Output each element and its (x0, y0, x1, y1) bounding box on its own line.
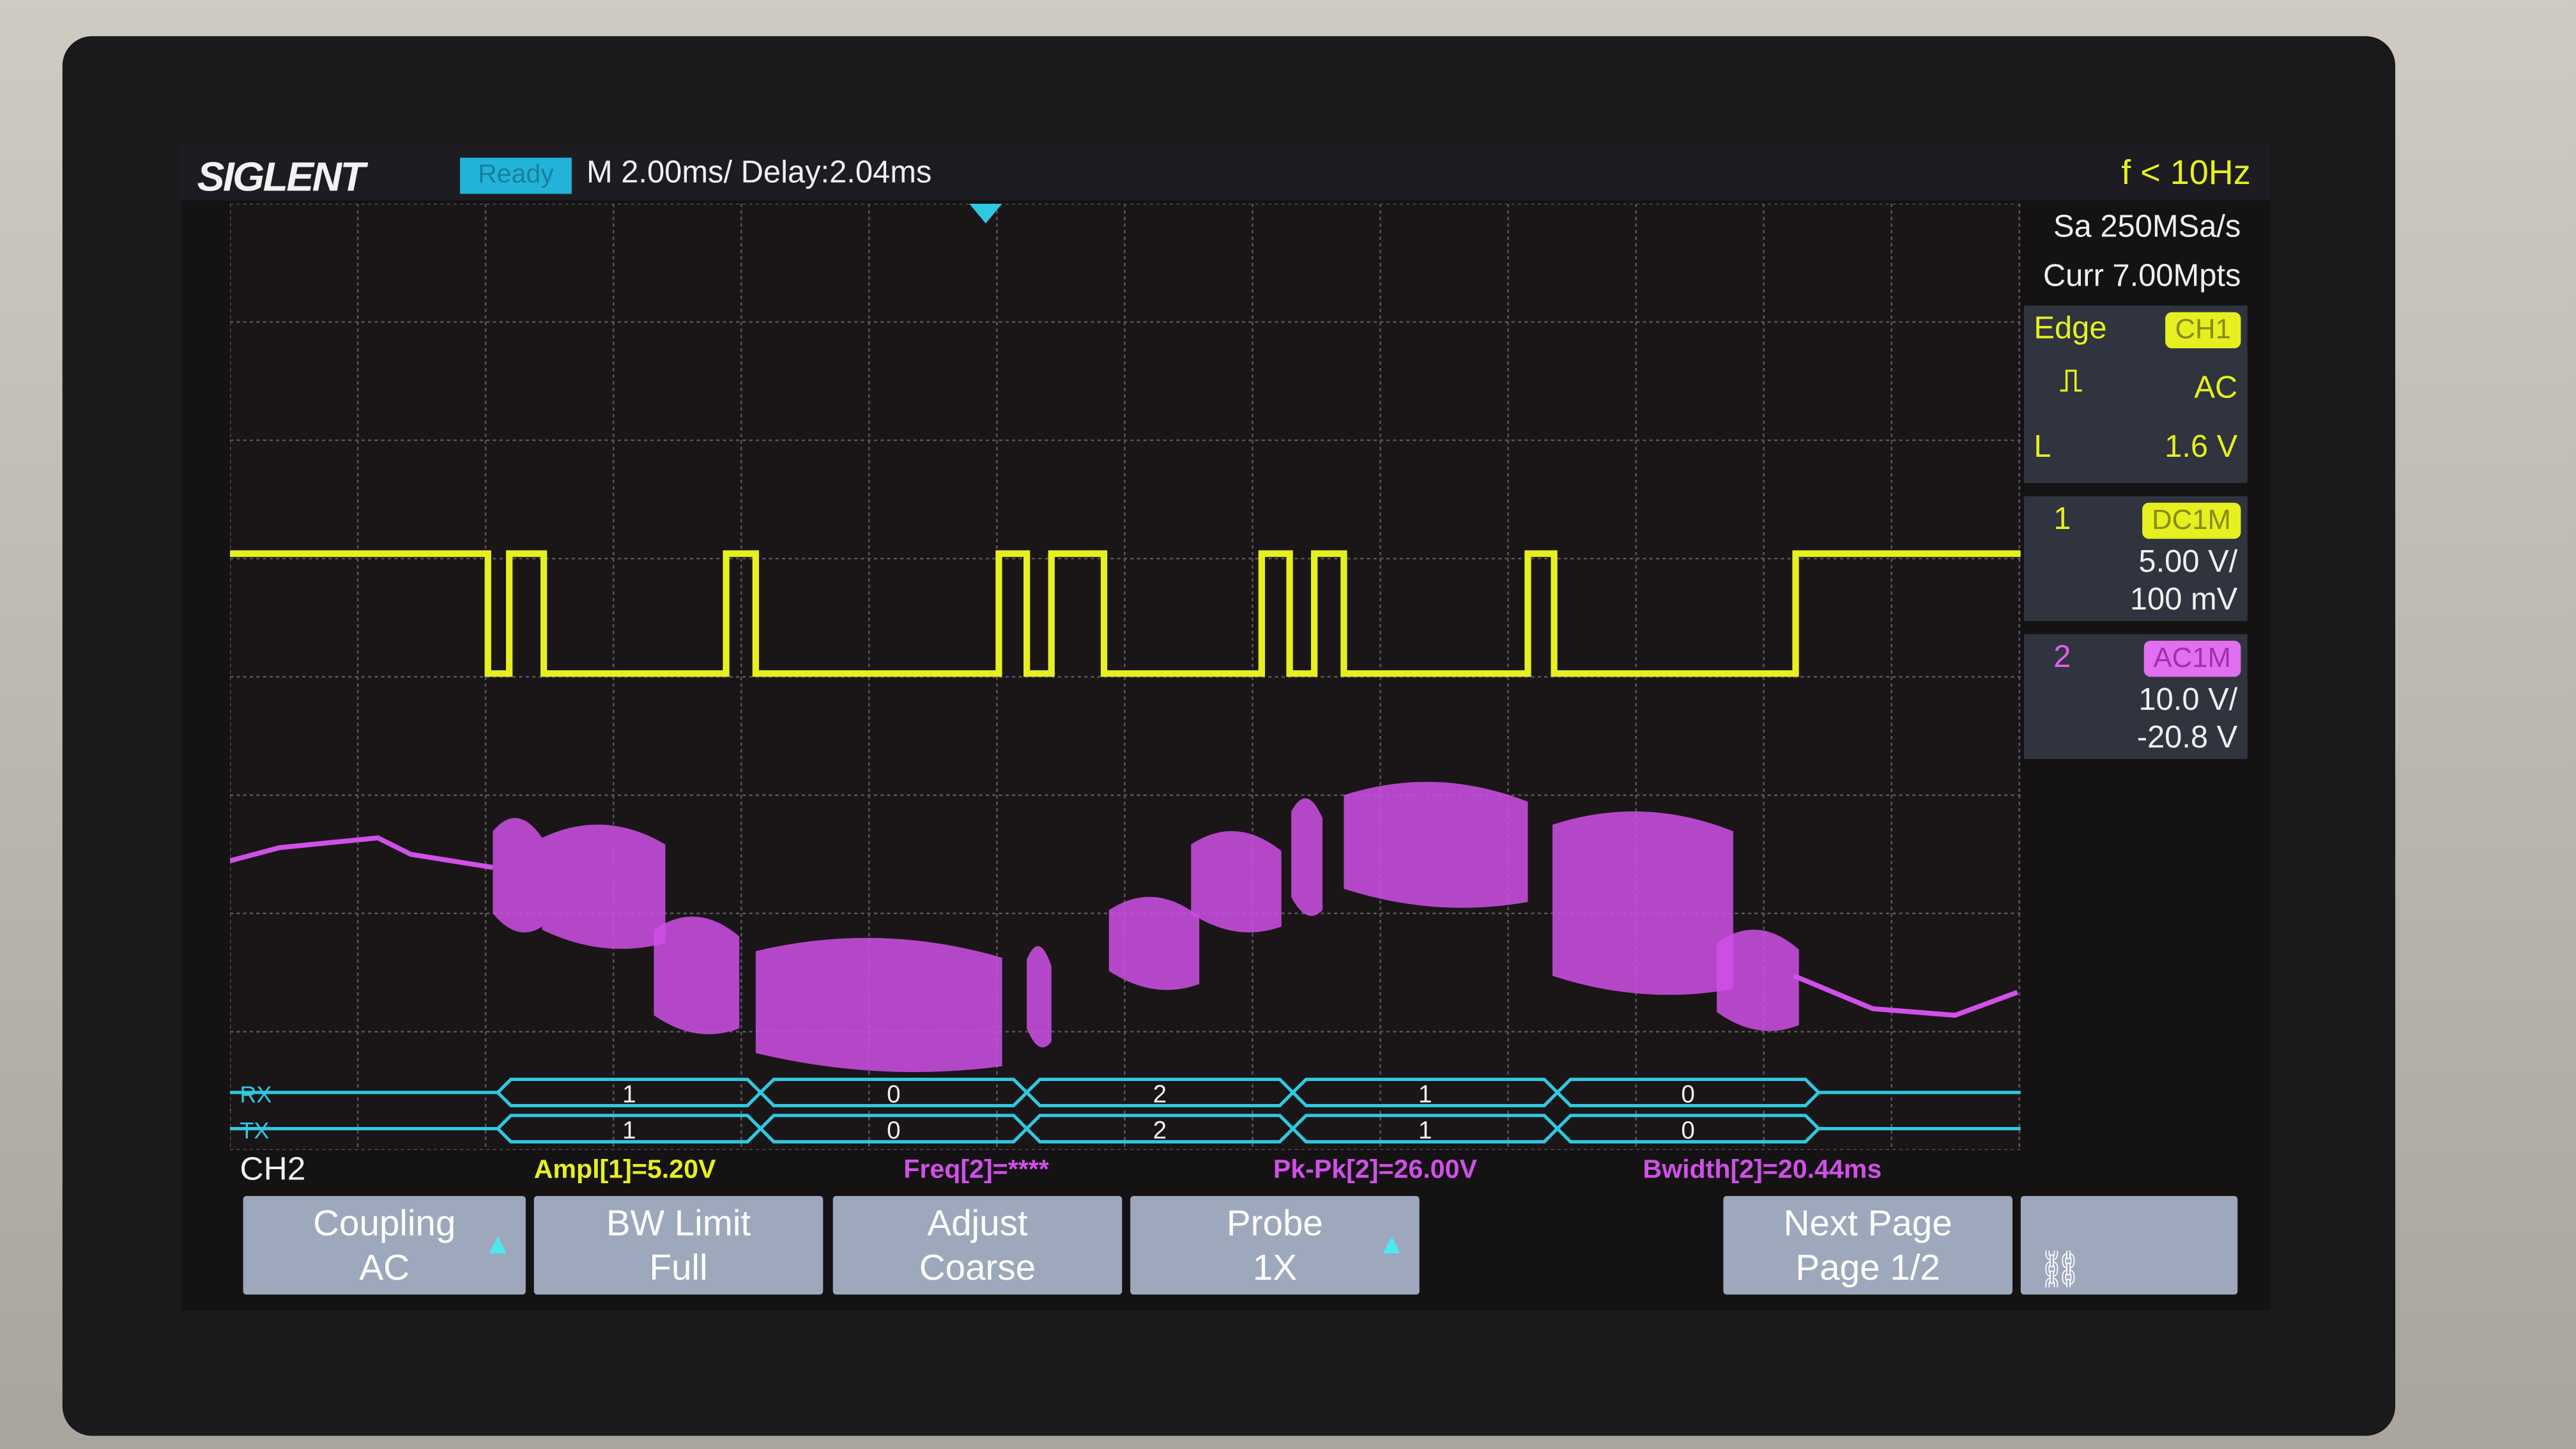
memory-depth: Curr 7.00Mpts (2043, 259, 2241, 295)
measurement-freq: Freq[2]=**** (903, 1156, 1049, 1184)
network-button[interactable]: ⛓ (2020, 1195, 2238, 1295)
channel-2-burst (1717, 930, 1799, 1031)
channel-2-offset: -20.8 V (2136, 721, 2238, 756)
channel-2-burst (1191, 831, 1282, 933)
next-page-softkey[interactable]: Next Page Page 1/2 (1723, 1195, 2012, 1295)
sample-rate: Sa 250MSa/s (2053, 210, 2241, 245)
measurement-bwidth: Bwidth[2]=20.44ms (1643, 1156, 1882, 1184)
decode-value: 1 (1418, 1117, 1432, 1144)
channel-2-scale: 10.0 V/ (2138, 683, 2238, 718)
decode-packet (1555, 1114, 1821, 1144)
channel-2-panel[interactable]: 2 AC1M 10.0 V/ -20.8 V (2023, 634, 2248, 759)
decode-value: 0 (887, 1117, 900, 1144)
trigger-level: 1.6 V (2165, 430, 2238, 465)
right-info-panel: Sa 250MSa/s Curr 7.00Mpts Edge CH1 ⎍ AC … (2023, 204, 2248, 759)
trigger-type: Edge (2034, 312, 2107, 347)
decode-value: 0 (1681, 1080, 1694, 1108)
channel-2-trace-tail (1793, 973, 2019, 1018)
softkey-title: Coupling (313, 1202, 456, 1244)
run-status[interactable]: Ready (459, 157, 572, 194)
channel-2-coupling: AC1M (2143, 640, 2241, 677)
bw-limit-softkey[interactable]: BW Limit Full (533, 1195, 824, 1295)
timebase: M 2.00ms/ Delay:2.04ms (586, 156, 932, 191)
oscilloscope-screen: SIGLENT Ready M 2.00ms/ Delay:2.04ms f <… (180, 144, 2271, 1311)
channel-2-burst (1552, 811, 1733, 995)
channel-1-panel[interactable]: 1 DC1M 5.00 V/ 100 mV (2023, 496, 2248, 621)
decode-value: 1 (622, 1080, 636, 1108)
trigger-panel[interactable]: Edge CH1 ⎍ AC L 1.6 V (2023, 305, 2248, 483)
decode-value: 0 (1681, 1117, 1694, 1144)
channel-2-burst (1108, 896, 1200, 990)
decode-packet (1555, 1077, 1821, 1108)
trigger-position-marker (969, 203, 1002, 224)
softkey-value: Full (649, 1246, 708, 1288)
channel-2-trace (229, 835, 494, 870)
softkey-value: AC (359, 1246, 410, 1288)
measure-channel: CH2 (240, 1151, 306, 1188)
decode-value: 2 (1153, 1117, 1167, 1144)
softkey-value: Page 1/2 (1795, 1246, 1940, 1288)
trigger-source: CH1 (2165, 312, 2241, 349)
decode-bus-label: S1 (230, 1089, 232, 1116)
softkey-title: BW Limit (606, 1202, 751, 1244)
channel-2-burst (755, 938, 1002, 1073)
network-icon: ⛓ (2037, 1248, 2083, 1290)
brand-logo: SIGLENT (197, 154, 365, 201)
decode-value: 1 (1418, 1080, 1432, 1108)
decode-value: 2 (1153, 1080, 1167, 1108)
probe-softkey[interactable]: Probe 1X ▲ (1130, 1195, 1420, 1295)
channel-2-burst (1291, 798, 1322, 916)
trigger-coupling: AC (2194, 371, 2238, 406)
decode-value: 1 (622, 1117, 636, 1144)
softkey-value: Coarse (919, 1246, 1036, 1288)
channel-1-number: 1 (2053, 502, 2071, 537)
arrow-up-icon: ▲ (483, 1227, 513, 1261)
softkey-title: Adjust (927, 1202, 1028, 1244)
decode-rx-label: RX (240, 1081, 272, 1107)
channel-2-burst (1027, 946, 1052, 1048)
channel-2-number: 2 (2053, 640, 2071, 675)
trigger-frequency: f < 10Hz (2121, 154, 2251, 192)
trigger-level-label: L (2034, 430, 2051, 465)
measurement-bar: CH2 Ampl[1]=5.20V Freq[2]=**** Pk-Pk[2]=… (181, 1151, 2271, 1190)
decode-value: 0 (887, 1080, 900, 1108)
channel-1-scale: 5.00 V/ (2138, 545, 2238, 580)
adjust-softkey[interactable]: Adjust Coarse (832, 1195, 1123, 1295)
softkey-value: 1X (1252, 1246, 1297, 1288)
decode-tx-label: TX (240, 1117, 269, 1144)
channel-1-coupling: DC1M (2142, 502, 2241, 539)
coupling-softkey[interactable]: Coupling AC ▲ (243, 1195, 526, 1295)
channel-1-offset: 100 mV (2129, 583, 2238, 618)
channel-2-burst (493, 818, 542, 933)
measurement-ampl: Ampl[1]=5.20V (533, 1156, 716, 1184)
rising-edge-icon: ⎍ (2060, 364, 2082, 399)
channel-2-burst (1344, 781, 1528, 908)
channel-2-burst (654, 916, 740, 1034)
softkey-title: Probe (1226, 1202, 1323, 1244)
channel-1-trace (229, 550, 2021, 677)
waveform-grid: 1 0 2 1 0 RX 1 0 2 1 0 TX S1 (229, 203, 2021, 1150)
softkey-title: Next Page (1783, 1202, 1952, 1244)
measurement-pkpk: Pk-Pk[2]=26.00V (1273, 1156, 1477, 1184)
top-bar: SIGLENT Ready M 2.00ms/ Delay:2.04ms f <… (180, 144, 2271, 201)
channel-2-burst (542, 824, 666, 949)
arrow-up-icon: ▲ (1377, 1227, 1407, 1261)
